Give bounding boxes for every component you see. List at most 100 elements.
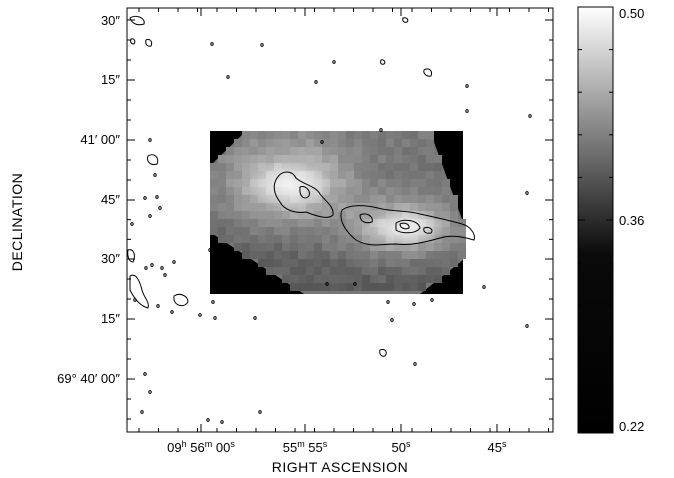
image-pixel (306, 155, 314, 163)
image-pixel (242, 251, 250, 259)
image-pixel (370, 187, 378, 195)
image-pixel (410, 179, 418, 187)
image-pixel (242, 147, 250, 155)
image-pixel (274, 155, 282, 163)
image-pixel (322, 139, 330, 147)
image-pixel (258, 259, 266, 267)
contour-speck (155, 195, 159, 199)
image-pixel (226, 195, 234, 203)
image-pixel (306, 227, 314, 235)
image-pixel (402, 179, 410, 187)
image-pixel (274, 243, 282, 251)
image-pixel (434, 171, 442, 179)
image-panel (210, 131, 466, 294)
image-pixel (386, 139, 394, 147)
image-pixel (418, 259, 426, 267)
image-pixel (234, 179, 242, 187)
image-pixel (370, 243, 378, 251)
image-pixel (298, 219, 306, 227)
image-pixel (410, 163, 418, 171)
image-pixel (282, 131, 290, 139)
image-pixel (362, 275, 370, 283)
image-pixel (322, 267, 330, 275)
contour (359, 213, 373, 224)
image-pixel (418, 155, 426, 163)
contour (395, 219, 421, 234)
image-pixel (354, 283, 362, 291)
image-pixel (346, 139, 354, 147)
image-pixel (322, 251, 330, 259)
image-pixel (250, 235, 258, 243)
y-tick-label: 30″ (101, 13, 120, 28)
image-pixel (218, 163, 226, 171)
image-pixel (346, 211, 354, 219)
contour-speck (465, 84, 469, 88)
image-pixel (330, 211, 338, 219)
image-pixel (338, 203, 346, 211)
image-pixel (402, 147, 410, 155)
image-pixel (402, 259, 410, 267)
image-pixel (218, 219, 226, 227)
image-pixel (226, 163, 234, 171)
contour-speck (143, 196, 147, 200)
image-pixel (210, 211, 218, 219)
image-pixel (210, 179, 218, 187)
image-pixel (330, 283, 338, 291)
image-pixel (394, 251, 402, 259)
image-pixel (234, 243, 242, 251)
contour-speck (314, 80, 318, 84)
image-pixel (242, 131, 250, 139)
image-pixel (346, 227, 354, 235)
image-pixel (226, 227, 234, 235)
y-tick-label: 41′ 00″ (80, 132, 120, 147)
image-pixel (402, 203, 410, 211)
image-pixel (330, 243, 338, 251)
image-pixel (290, 211, 298, 219)
contour-speck (430, 298, 434, 302)
image-pixel (402, 139, 410, 147)
contour-speck (150, 263, 154, 267)
image-pixel (450, 195, 458, 203)
image-pixel (370, 131, 378, 139)
image-pixel (410, 275, 418, 283)
image-pixel (314, 235, 322, 243)
image-pixel (226, 203, 234, 211)
image-pixel (298, 211, 306, 219)
image-pixel (434, 251, 442, 259)
image-pixel (386, 155, 394, 163)
contour-speck (220, 420, 224, 424)
image-pixel (290, 147, 298, 155)
image-pixel (394, 147, 402, 155)
image-pixel (290, 235, 298, 243)
image-pixel (330, 219, 338, 227)
image-pixel (298, 147, 306, 155)
image-pixel (354, 179, 362, 187)
image-pixel (434, 179, 442, 187)
image-pixel (370, 275, 378, 283)
image-pixel (394, 163, 402, 171)
image-pixel (242, 187, 250, 195)
contour-speck (158, 206, 162, 210)
image-pixel (210, 219, 218, 227)
image-pixel (346, 275, 354, 283)
image-pixel (450, 219, 458, 227)
image-pixel (362, 251, 370, 259)
image-pixel (338, 195, 346, 203)
image-pixel (306, 235, 314, 243)
image-pixel (442, 235, 450, 243)
image-pixel (266, 235, 274, 243)
image-pixel (386, 187, 394, 195)
image-pixel (258, 251, 266, 259)
image-pixel (306, 147, 314, 155)
image-pixel (218, 155, 226, 163)
image-pixel (322, 219, 330, 227)
image-pixel (282, 251, 290, 259)
image-pixel (410, 147, 418, 155)
image-pixel (298, 267, 306, 275)
image-pixel (346, 243, 354, 251)
image-pixel (378, 243, 386, 251)
image-pixel (274, 211, 282, 219)
image-pixel (394, 139, 402, 147)
image-pixel (442, 243, 450, 251)
image-pixel (250, 211, 258, 219)
